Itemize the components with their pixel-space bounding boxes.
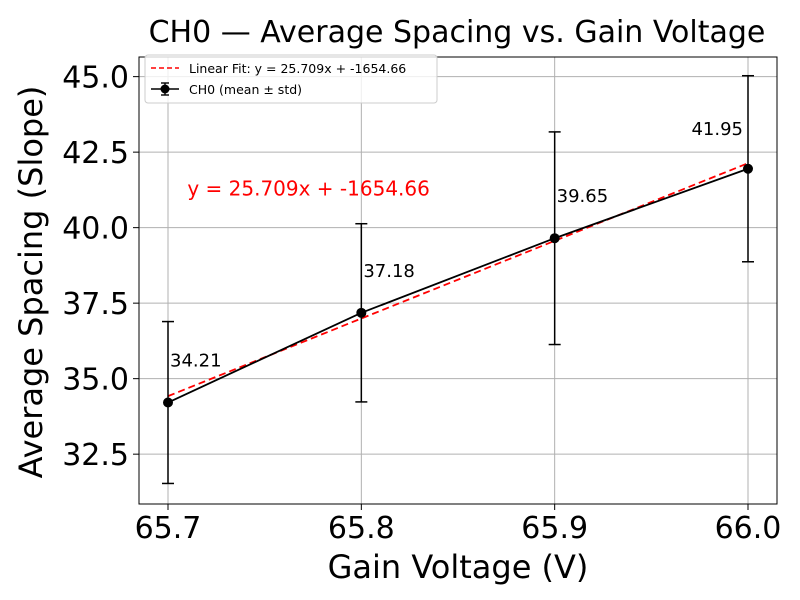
fit-equation-annotation: y = 25.709x + -1654.66 [187,176,430,200]
y-tick-label: 40.0 [62,212,129,247]
y-axis-label: Average Spacing (Slope) [12,86,50,479]
data-point [743,164,753,174]
legend-data-label: CH0 (mean ± std) [189,82,302,97]
x-tick-label: 65.8 [328,511,395,546]
y-tick-label: 32.5 [62,438,129,473]
data-point [550,233,560,243]
y-tick-label: 37.5 [62,287,129,322]
data-point [356,308,366,318]
data-point [163,398,173,408]
legend-marker [161,85,170,94]
chart-title: CH0 — Average Spacing vs. Gain Voltage [149,15,766,50]
point-value-label: 37.18 [363,261,415,282]
x-tick-label: 65.7 [135,511,202,546]
legend-fit-label: Linear Fit: y = 25.709x + -1654.66 [189,61,406,76]
y-tick-label: 45.0 [62,61,129,96]
legend: Linear Fit: y = 25.709x + -1654.66 CH0 (… [145,55,437,103]
x-tick-label: 66.0 [715,511,782,546]
x-tick-label: 65.9 [521,511,588,546]
point-value-label: 39.65 [557,186,609,207]
point-value-label: 34.21 [170,351,222,372]
x-axis-label: Gain Voltage (V) [328,548,589,586]
point-value-label: 41.95 [691,119,743,140]
y-tick-label: 35.0 [62,363,129,398]
y-tick-label: 42.5 [62,136,129,171]
